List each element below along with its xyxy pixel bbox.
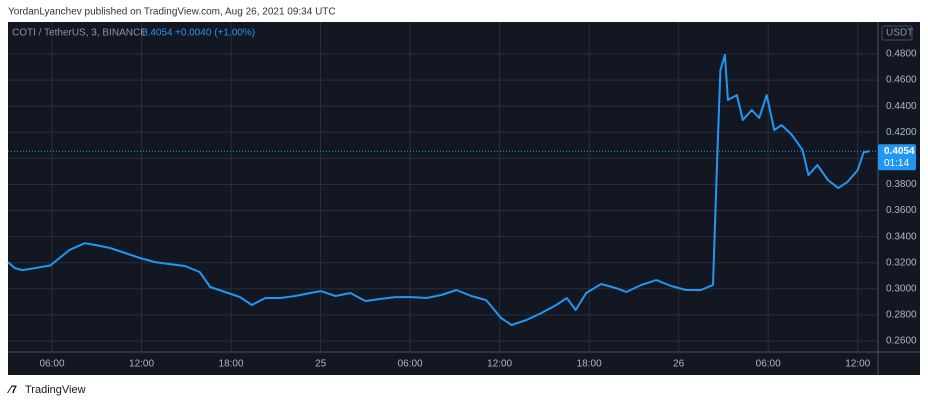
x-tick-label: 18:00 [219,359,244,370]
currency: USDT [886,28,913,39]
x-tick-label: 12:00 [129,359,154,370]
publisher: YordanLyanchev published on TradingView.… [8,7,336,18]
x-tick-label: 25 [315,359,327,370]
y-tick-label: 0.4400 [886,101,917,112]
chart-title: COTI / TetherUS, 3, BINANCE [12,28,147,39]
footer-brand: TradingView [25,384,86,396]
x-tick-label: 26 [673,359,685,370]
x-tick-label: 06:00 [756,359,781,370]
y-tick-label: 0.3600 [886,205,917,216]
y-tick-label: 0.3000 [886,283,917,294]
legend-change: +0.0040 (+1.00%) [175,28,255,39]
y-tick-label: 0.4800 [886,49,917,60]
last-price-box [878,144,916,171]
y-tick-label: 0.3400 [886,231,917,242]
price-line [7,54,870,326]
countdown: 01:14 [884,158,909,169]
y-tick-label: 0.3800 [886,179,917,190]
legend-price: 0.4054 [142,28,173,39]
x-tick-label: 06:00 [398,359,423,370]
logo-icon: ⁄7 [6,384,17,396]
x-tick-label: 12:00 [845,359,870,370]
x-tick-label: 06:00 [39,359,64,370]
chart-background [8,22,920,375]
x-tick-label: 12:00 [487,359,512,370]
y-tick-label: 0.2800 [886,310,917,321]
y-tick-label: 0.3200 [886,257,917,268]
currency-box [881,25,913,41]
y-tick-label: 0.4200 [886,127,917,138]
y-tick-label: 0.4600 [886,75,917,86]
last-price-label: 0.4054 [884,146,915,157]
y-tick-label: 0.2600 [886,336,917,347]
x-tick-label: 18:00 [577,359,602,370]
